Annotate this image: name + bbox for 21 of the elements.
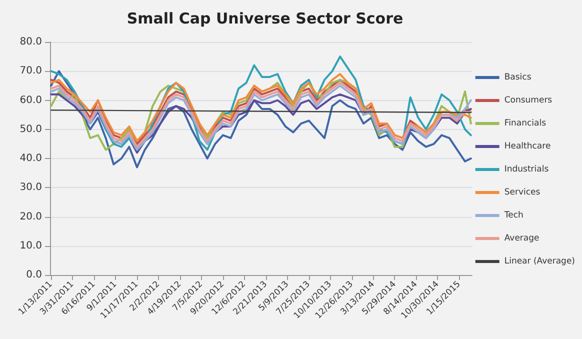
legend-label: Tech: [503, 210, 524, 220]
legend-label: Basics: [504, 72, 532, 82]
legend-label: Consumers: [504, 96, 553, 106]
line-series: [50, 56, 472, 151]
y-tick-label: 50.0: [20, 124, 42, 135]
y-tick-label: 80.0: [20, 36, 42, 48]
legend-label: Healthcare: [504, 142, 551, 152]
legend-label: Services: [504, 188, 541, 198]
legend-label: Linear (Average): [504, 256, 575, 266]
y-tick-label: 60.0: [20, 94, 42, 106]
legend-label: Financials: [504, 118, 547, 128]
y-tick-label: 20.0: [20, 211, 42, 222]
legend-label: Average: [504, 234, 540, 244]
y-tick-label: 40.0: [20, 153, 42, 164]
legend-label: Industrials: [504, 164, 550, 174]
y-tick-label: 70.0: [20, 66, 42, 77]
y-tick-label: 10.0: [20, 240, 42, 252]
y-tick-label: 30.0: [20, 182, 42, 194]
line-series: [50, 70, 472, 168]
y-tick-label: 0.0: [26, 270, 42, 280]
chart-title: Small Cap Universe Sector Score: [126, 10, 404, 28]
